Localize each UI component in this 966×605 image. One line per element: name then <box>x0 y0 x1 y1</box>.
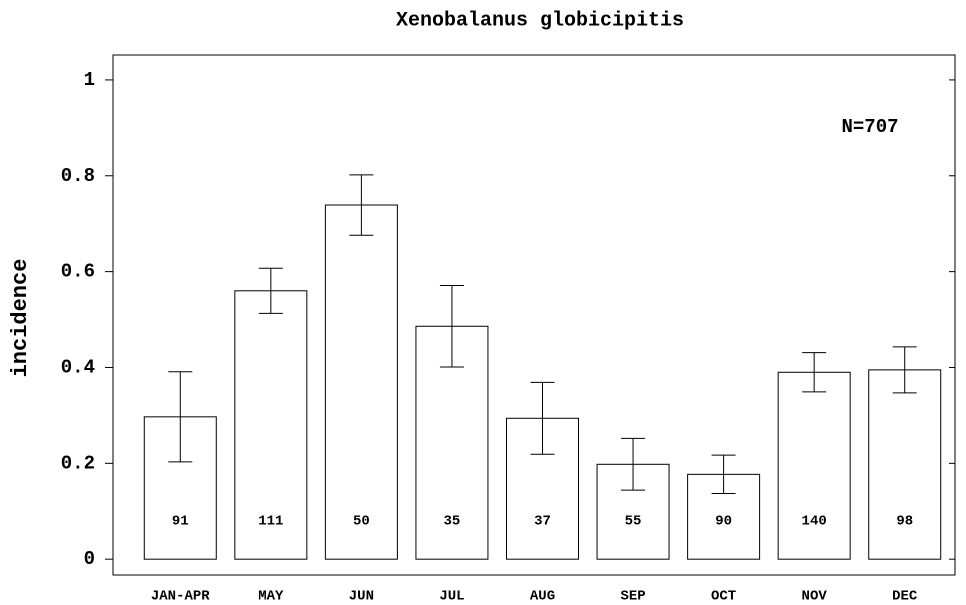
bar <box>868 369 942 560</box>
count-label: 55 <box>625 514 642 530</box>
annotation: N=707 <box>841 116 898 138</box>
y-tick-label: 1 <box>84 69 95 91</box>
bar <box>324 204 398 560</box>
x-tick-label: SEP <box>620 589 645 605</box>
chart-title: Xenobalanus globicipitis <box>396 9 684 32</box>
count-label: 111 <box>258 514 283 530</box>
x-tick-label: JUN <box>349 589 374 605</box>
count-label: 91 <box>172 514 189 530</box>
count-label: 98 <box>896 514 913 530</box>
y-tick-label: 0.2 <box>61 452 95 474</box>
x-tick-label: MAY <box>258 589 284 605</box>
x-tick-label: AUG <box>530 589 555 605</box>
plot-frame <box>112 54 956 576</box>
x-tick-label: JAN-APR <box>151 589 210 605</box>
count-label: 50 <box>353 514 370 530</box>
y-tick-label: 0.6 <box>61 261 95 283</box>
x-tick-label: JUL <box>439 589 464 605</box>
count-label: 90 <box>715 514 732 530</box>
y-tick-label: 0.4 <box>61 356 95 378</box>
count-label: 140 <box>802 514 827 530</box>
y-tick-label: 0.8 <box>61 165 95 187</box>
bar <box>777 371 851 560</box>
x-tick-label: OCT <box>711 589 736 605</box>
count-label: 35 <box>444 514 461 530</box>
x-tick-label: DEC <box>892 589 918 605</box>
x-tick-label: NOV <box>802 589 828 605</box>
count-label: 37 <box>534 514 551 530</box>
y-axis-label: incidence <box>8 259 33 378</box>
y-tick-label: 0 <box>84 548 95 570</box>
